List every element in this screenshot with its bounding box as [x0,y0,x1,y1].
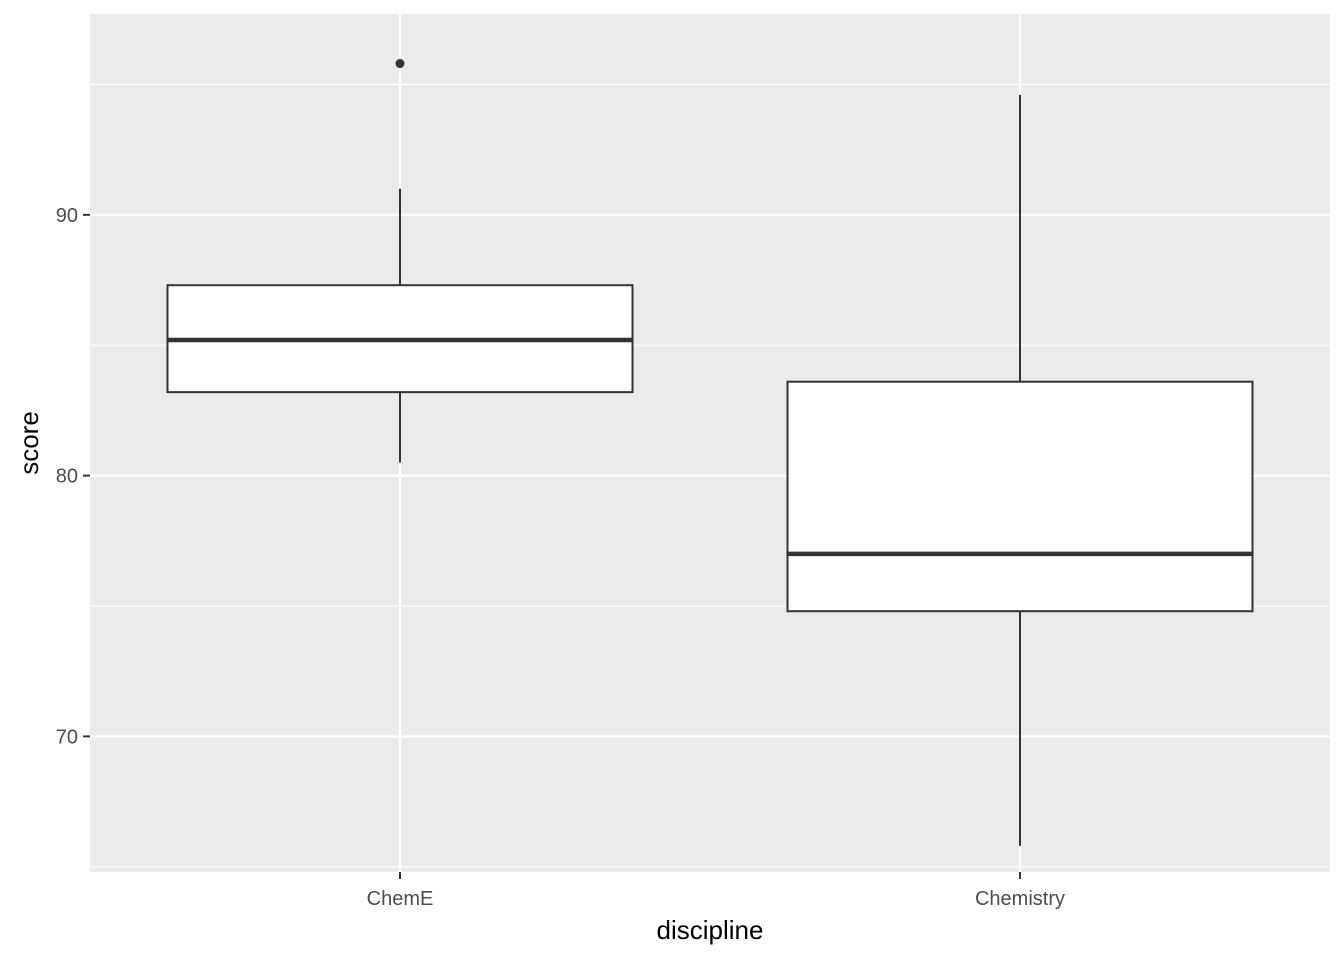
y-tick-label: 80 [56,466,78,488]
box-chemistry [786,94,1254,846]
axes: 70 80 90 ChemE Chemistry [56,205,1065,910]
y-tick-label: 70 [56,726,78,748]
boxes [166,59,1254,846]
y-axis-title: score [14,411,44,475]
x-axis-title: discipline [657,915,764,945]
y-tick-label: 90 [56,205,78,227]
outlier-point [395,59,405,69]
x-tick-label: Chemistry [975,888,1065,910]
iqr-box [786,380,1254,613]
box-cheme [166,59,634,463]
x-tick-label: ChemE [367,888,434,910]
